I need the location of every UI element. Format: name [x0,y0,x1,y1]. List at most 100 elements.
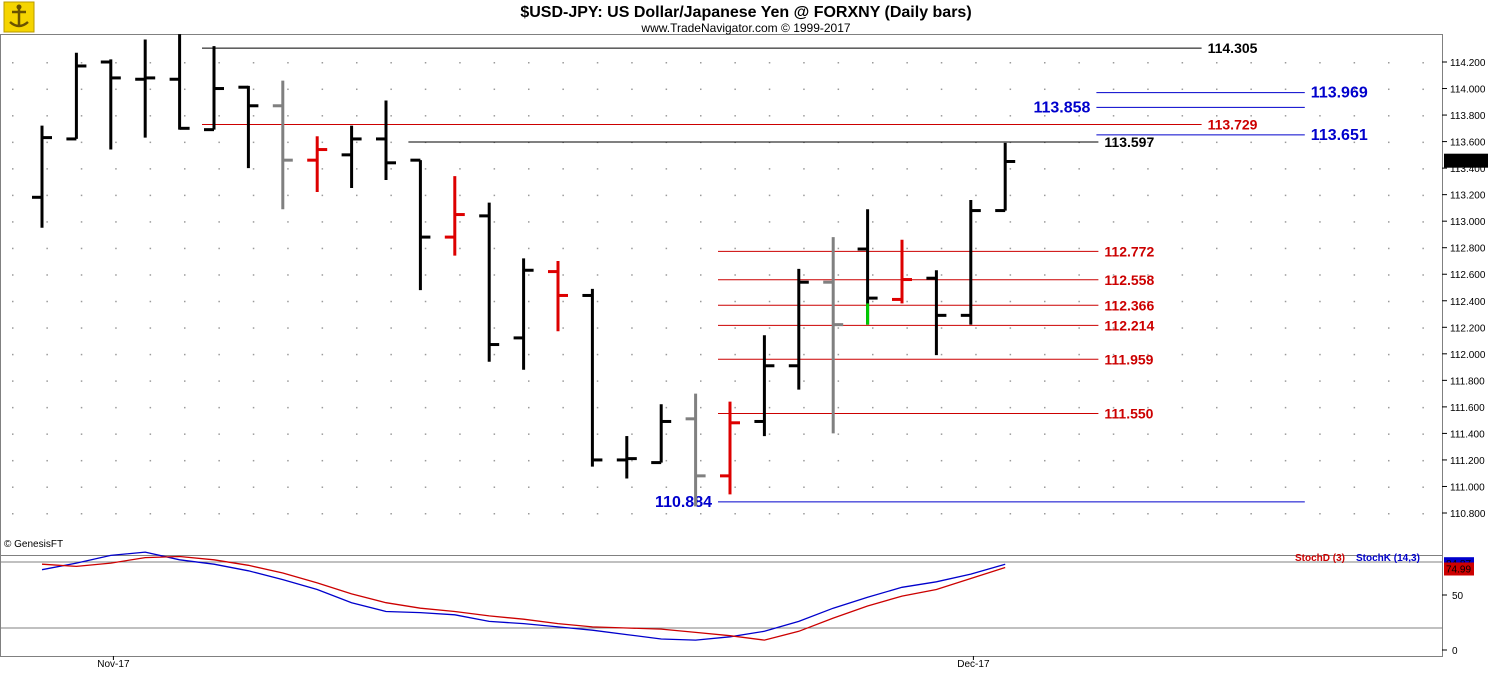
grid-dot [184,380,186,382]
grid-dot [1078,353,1080,356]
grid-dot [115,194,117,197]
grid-dot [596,88,599,91]
ohlc-bar [66,52,87,141]
grid-dot [424,406,427,409]
grid-dot [1009,406,1012,409]
grid-dot [1112,380,1115,382]
grid-dot [1250,380,1252,382]
level-label-113.858: 113.858 [1033,99,1090,116]
grid-dot [1009,300,1012,303]
grid-dot [1147,406,1149,409]
grid-dot [1388,221,1390,223]
grid-dot [1456,141,1459,144]
grid-dot [734,327,736,329]
grid-dot [356,115,358,117]
grid-dot [631,353,633,356]
grid-dot [321,513,324,515]
grid-dot [1112,406,1115,409]
grid-dot [1456,88,1459,91]
grid-dot [562,300,564,303]
grid-dot [768,247,771,250]
grid-dot [528,168,530,170]
grid-dot [665,406,668,409]
dot-grid [12,62,1459,515]
grid-dot [1147,513,1149,515]
grid-dot [80,327,83,329]
grid-dot [1078,406,1080,409]
grid-dot [149,247,152,250]
price-tick-label: 111.400 [1450,429,1485,440]
grid-dot [184,274,186,276]
ohlc-bar [960,199,981,325]
grid-dot [1353,327,1356,329]
grid-dot [665,380,668,382]
ohlc-bar [754,335,775,437]
grid-dot [390,115,392,117]
grid-dot [1216,88,1218,91]
grid-dot [734,194,736,197]
grid-dot [287,141,289,144]
grid-dot [287,380,289,382]
stoch-k-legend: StochK (14,3) [1356,553,1420,564]
grid-dot [1353,353,1356,356]
grid-dot [46,380,48,382]
grid-dot [46,300,48,303]
grid-dot [1181,88,1184,91]
stoch-d-last: 74.99 [1446,565,1471,576]
grid-dot [356,274,358,276]
grid-dot [1353,406,1356,409]
grid-dot [803,459,805,462]
grid-dot [528,247,530,250]
grid-dot [1319,88,1321,91]
grid-dot [1216,274,1218,276]
grid-dot [12,406,14,409]
grid-dot [940,380,943,382]
grid-dot [12,88,14,91]
level-label-113.969: 113.969 [1311,85,1368,102]
grid-dot [700,221,702,223]
grid-dot [1216,459,1218,462]
grid-dot [528,380,530,382]
grid-dot [424,513,427,515]
grid-dot [321,62,324,64]
grid-dot [321,221,324,223]
grid-dot [459,62,461,64]
grid-dot [1388,380,1390,382]
grid-dot [837,406,840,409]
ohlc-bar [135,39,156,138]
grid-dot [287,406,289,409]
last-price-label: 113.456 [1446,157,1482,168]
grid-dot [46,353,48,356]
grid-dot [1181,300,1184,303]
level-label-111.550: 111.550 [1104,406,1153,422]
grid-dot [1181,327,1184,329]
grid-dot [46,513,48,515]
grid-dot [803,300,805,303]
grid-dot [424,300,427,303]
grid-dot [768,380,771,382]
grid-dot [390,459,392,462]
grid-dot [1250,115,1252,117]
grid-dot [1319,380,1321,382]
grid-dot [424,115,427,117]
grid-dot [631,221,633,223]
grid-dot [803,247,805,250]
grid-dot [1319,168,1321,170]
grid-dot [975,221,977,223]
grid-dot [218,115,220,117]
grid-dot [1353,141,1356,144]
grid-dot [80,406,83,409]
grid-dot [1353,221,1356,223]
grid-dot [184,141,186,144]
grid-dot [1456,62,1459,64]
grid-dot [1284,221,1287,223]
grid-dot [356,194,358,197]
grid-dot [906,168,908,170]
grid-dot [218,247,220,250]
grid-dot [528,406,530,409]
grid-dot [1456,221,1459,223]
grid-dot [424,221,427,223]
grid-dot [149,300,152,303]
grid-dot [528,274,530,276]
grid-dot [1388,274,1390,276]
